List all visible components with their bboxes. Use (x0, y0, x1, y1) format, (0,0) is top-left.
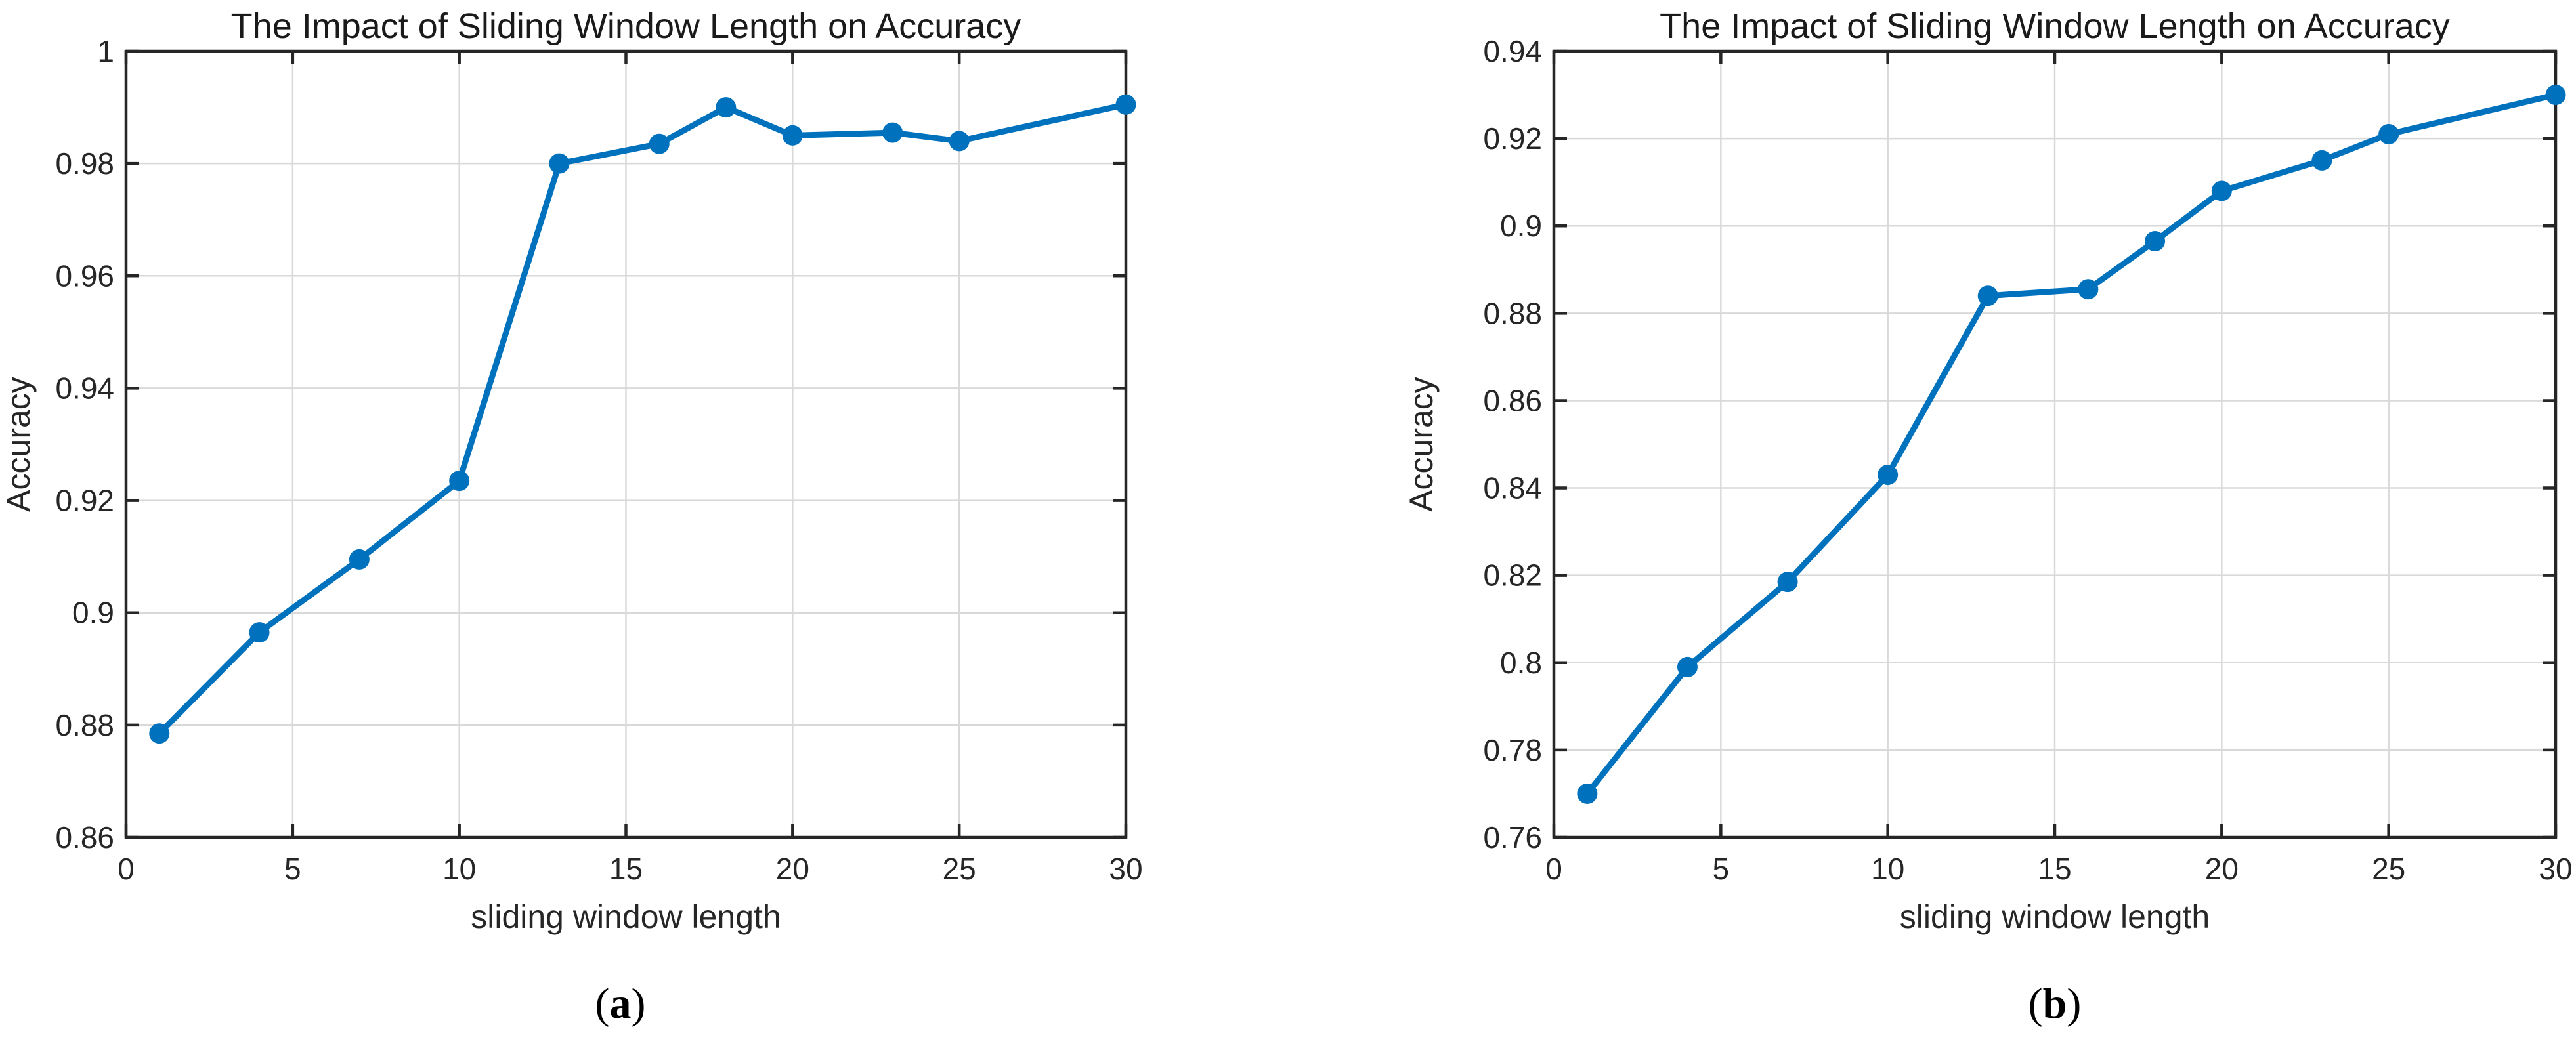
line-chart-a: 0 5 10 15 20 25 30 0.86 0.88 0.9 0.92 0.94 0.96 0.98 1… (0, 7, 1143, 935)
caption-paren-open: ( (2028, 980, 2043, 1028)
data-point (449, 471, 470, 492)
line-chart-b: 0 5 10 15 20 25 30 0.76 0.78 0.8 0.82 0.84 0.86 0.88 0… (1403, 7, 2573, 935)
y-tick-label: 0.94 (55, 371, 114, 405)
caption-letter: a (609, 980, 632, 1028)
data-point (249, 622, 270, 643)
y-tick-label: 0.8 (1500, 646, 1542, 680)
caption-paren-close: ) (2067, 980, 2082, 1028)
y-tick-label: 0.88 (1483, 296, 1542, 330)
x-tick-label: 25 (943, 852, 976, 886)
data-point (649, 133, 670, 154)
caption-paren-open: ( (595, 980, 610, 1028)
data-point (882, 122, 903, 143)
x-tick-label: 10 (442, 852, 476, 886)
x-tick-label: 5 (284, 852, 301, 886)
x-tick-label: 15 (609, 852, 643, 886)
data-line (1584, 92, 2559, 797)
data-point (2378, 123, 2399, 144)
data-point (949, 131, 970, 152)
y-tick-label: 0.92 (1483, 121, 1542, 156)
subfigure-caption-b: (b) (2029, 979, 2082, 1029)
y-tick-label: 0.86 (55, 820, 114, 854)
y-tick-label: 1 (97, 34, 114, 68)
y-tick-label: 0.88 (55, 708, 114, 742)
data-point (1878, 465, 1899, 486)
chart-title: The Impact of Sliding Window Length on A… (231, 7, 1021, 46)
data-point (1777, 572, 1798, 593)
caption-letter: b (2042, 980, 2067, 1028)
y-tick-label: 0.84 (1483, 471, 1542, 505)
x-tick-label: 0 (118, 852, 135, 886)
y-tick-label: 0.82 (1483, 558, 1542, 593)
data-point (1577, 783, 1598, 804)
y-tick-label: 0.9 (1500, 209, 1542, 243)
x-tick-label: 5 (1713, 852, 1730, 886)
x-tick-label: 15 (2038, 852, 2071, 886)
y-tick-label: 0.86 (1483, 383, 1542, 417)
data-point (1115, 94, 1136, 115)
y-tick-label: 0.98 (55, 146, 114, 180)
x-tick-label: 30 (2539, 852, 2572, 886)
y-axis-label: Accuracy (0, 377, 37, 512)
x-tick-label: 25 (2372, 852, 2405, 886)
y-tick-label: 0.78 (1483, 733, 1542, 767)
y-axis-label: Accuracy (1403, 377, 1440, 512)
data-line (156, 101, 1129, 737)
chart-panel-b: 0 5 10 15 20 25 30 0.76 0.78 0.8 0.82 0.84 0.86 0.88 0… (1288, 0, 2576, 1050)
data-point (2078, 279, 2099, 300)
y-tick-label: 0.92 (55, 484, 114, 518)
data-point (549, 153, 570, 174)
x-tick-label: 20 (2205, 852, 2239, 886)
x-axis-label: sliding window length (1900, 898, 2210, 935)
data-point (149, 723, 170, 744)
data-point (2211, 180, 2232, 201)
x-tick-label: 10 (1871, 852, 1904, 886)
y-tick-label: 0.96 (55, 259, 114, 293)
data-point (2145, 231, 2166, 252)
data-point (349, 549, 370, 570)
data-point (716, 97, 737, 118)
x-axis-label: sliding window length (471, 898, 781, 935)
y-tick-label: 0.94 (1483, 34, 1542, 68)
data-point (2545, 85, 2566, 106)
y-tick-label: 0.9 (72, 596, 114, 630)
chart-title: The Impact of Sliding Window Length on A… (1660, 7, 2450, 46)
chart-panel-a: 0 5 10 15 20 25 30 0.86 0.88 0.9 0.92 0.94 0.96 0.98 1… (0, 7, 1143, 935)
x-tick-label: 30 (1109, 852, 1142, 886)
data-point (2311, 150, 2332, 171)
data-point (782, 125, 803, 146)
x-tick-label: 20 (776, 852, 809, 886)
x-tick-label: 0 (1545, 852, 1562, 886)
caption-paren-close: ) (631, 980, 646, 1028)
subfigure-caption-a: (a) (595, 979, 646, 1029)
data-point (1677, 656, 1698, 677)
y-tick-label: 0.76 (1483, 820, 1542, 854)
data-point (1977, 285, 1998, 306)
